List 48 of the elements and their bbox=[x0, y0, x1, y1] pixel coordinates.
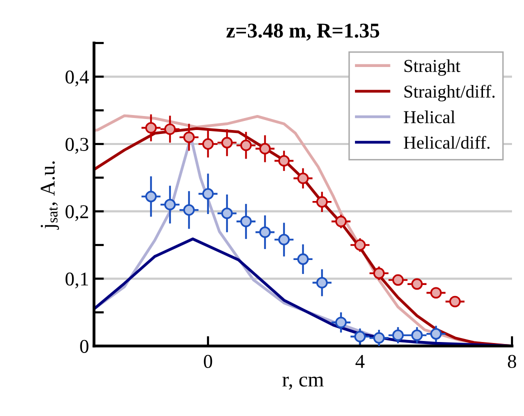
point bbox=[297, 253, 309, 265]
chart-title: z=3.48 m, R=1.35 bbox=[226, 24, 380, 41]
point bbox=[145, 190, 157, 202]
point bbox=[392, 274, 404, 286]
point bbox=[145, 122, 157, 134]
point bbox=[430, 287, 442, 299]
point bbox=[240, 216, 252, 228]
y-tick-label: 0,1 bbox=[66, 272, 88, 288]
point bbox=[335, 216, 347, 228]
point bbox=[240, 140, 252, 152]
x-tick-label: 8 bbox=[508, 354, 516, 368]
point bbox=[164, 198, 176, 210]
point bbox=[221, 208, 233, 220]
point bbox=[202, 138, 214, 150]
point bbox=[316, 276, 328, 288]
point bbox=[335, 316, 347, 328]
point bbox=[316, 196, 328, 208]
point bbox=[392, 329, 404, 341]
point bbox=[373, 332, 385, 344]
point bbox=[278, 155, 290, 167]
point bbox=[449, 296, 461, 308]
point bbox=[430, 328, 442, 340]
point bbox=[259, 142, 271, 154]
legend-label: Helical/diff. bbox=[404, 136, 490, 149]
point bbox=[354, 330, 366, 342]
y-tick-label: 0 bbox=[80, 340, 88, 353]
point bbox=[183, 204, 195, 216]
y-axis-title: j$_{sat}$, A.u. bbox=[40, 161, 59, 230]
point bbox=[164, 123, 176, 135]
y-tick-label: 0,3 bbox=[66, 138, 88, 154]
y-tick-label: 0,2 bbox=[66, 205, 88, 222]
legend-label: Helical bbox=[404, 110, 456, 124]
point bbox=[183, 132, 195, 144]
x-tick-label: 0 bbox=[204, 354, 212, 368]
legend-label: Straight/diff. bbox=[404, 84, 495, 102]
x-tick-label: 4 bbox=[356, 355, 365, 368]
y-tick-label: 0,4 bbox=[66, 70, 89, 86]
point bbox=[259, 226, 271, 238]
point bbox=[411, 278, 423, 290]
point bbox=[221, 136, 233, 148]
point bbox=[297, 172, 309, 184]
point bbox=[411, 329, 423, 341]
legend-label: Straight bbox=[404, 59, 460, 76]
point bbox=[278, 234, 290, 246]
point bbox=[373, 268, 385, 280]
point bbox=[202, 188, 214, 200]
x-axis-title: r, cm bbox=[282, 376, 324, 390]
point bbox=[354, 239, 366, 251]
